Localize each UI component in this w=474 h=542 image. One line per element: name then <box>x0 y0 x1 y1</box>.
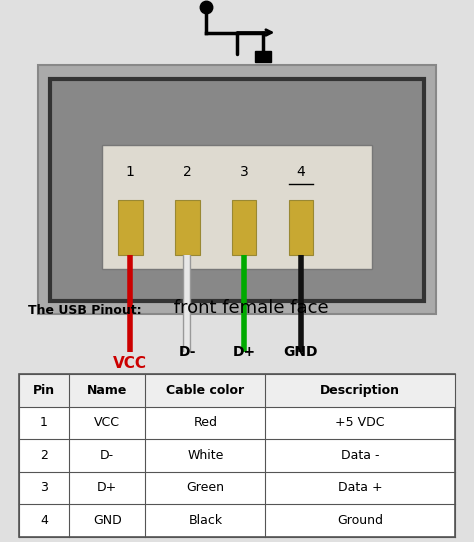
Bar <box>232 199 256 255</box>
Text: 1: 1 <box>40 416 48 429</box>
Text: Green: Green <box>186 481 224 494</box>
Text: Data +: Data + <box>338 481 383 494</box>
Bar <box>101 145 373 269</box>
Bar <box>38 65 436 314</box>
Text: Pin: Pin <box>33 384 55 397</box>
Bar <box>255 51 271 62</box>
Text: 2: 2 <box>183 165 191 179</box>
Bar <box>19 374 455 406</box>
Bar <box>118 199 143 255</box>
Text: Name: Name <box>87 384 128 397</box>
Bar <box>50 79 424 301</box>
Text: Description: Description <box>320 384 400 397</box>
Text: D+: D+ <box>97 481 118 494</box>
Text: 3: 3 <box>40 481 48 494</box>
Text: Red: Red <box>193 416 218 429</box>
Text: D-: D- <box>179 345 196 359</box>
Text: 2: 2 <box>40 449 48 462</box>
Text: front female face: front female face <box>168 299 329 317</box>
Text: D-: D- <box>100 449 114 462</box>
Text: Cable color: Cable color <box>166 384 245 397</box>
Text: GND: GND <box>93 514 122 527</box>
Bar <box>289 199 313 255</box>
Text: 1: 1 <box>126 165 135 179</box>
Text: Ground: Ground <box>337 514 383 527</box>
Text: White: White <box>187 449 224 462</box>
Text: 4: 4 <box>297 165 305 179</box>
Text: Data -: Data - <box>341 449 380 462</box>
Text: GND: GND <box>284 345 318 359</box>
Text: The USB Pinout:: The USB Pinout: <box>28 304 142 317</box>
Text: 4: 4 <box>40 514 48 527</box>
Text: VCC: VCC <box>94 416 120 429</box>
Text: +5 VDC: +5 VDC <box>336 416 385 429</box>
Text: D+: D+ <box>233 345 255 359</box>
Bar <box>175 199 200 255</box>
Text: Black: Black <box>188 514 222 527</box>
Text: VCC: VCC <box>113 356 147 371</box>
Bar <box>19 374 455 537</box>
Text: 3: 3 <box>240 165 248 179</box>
